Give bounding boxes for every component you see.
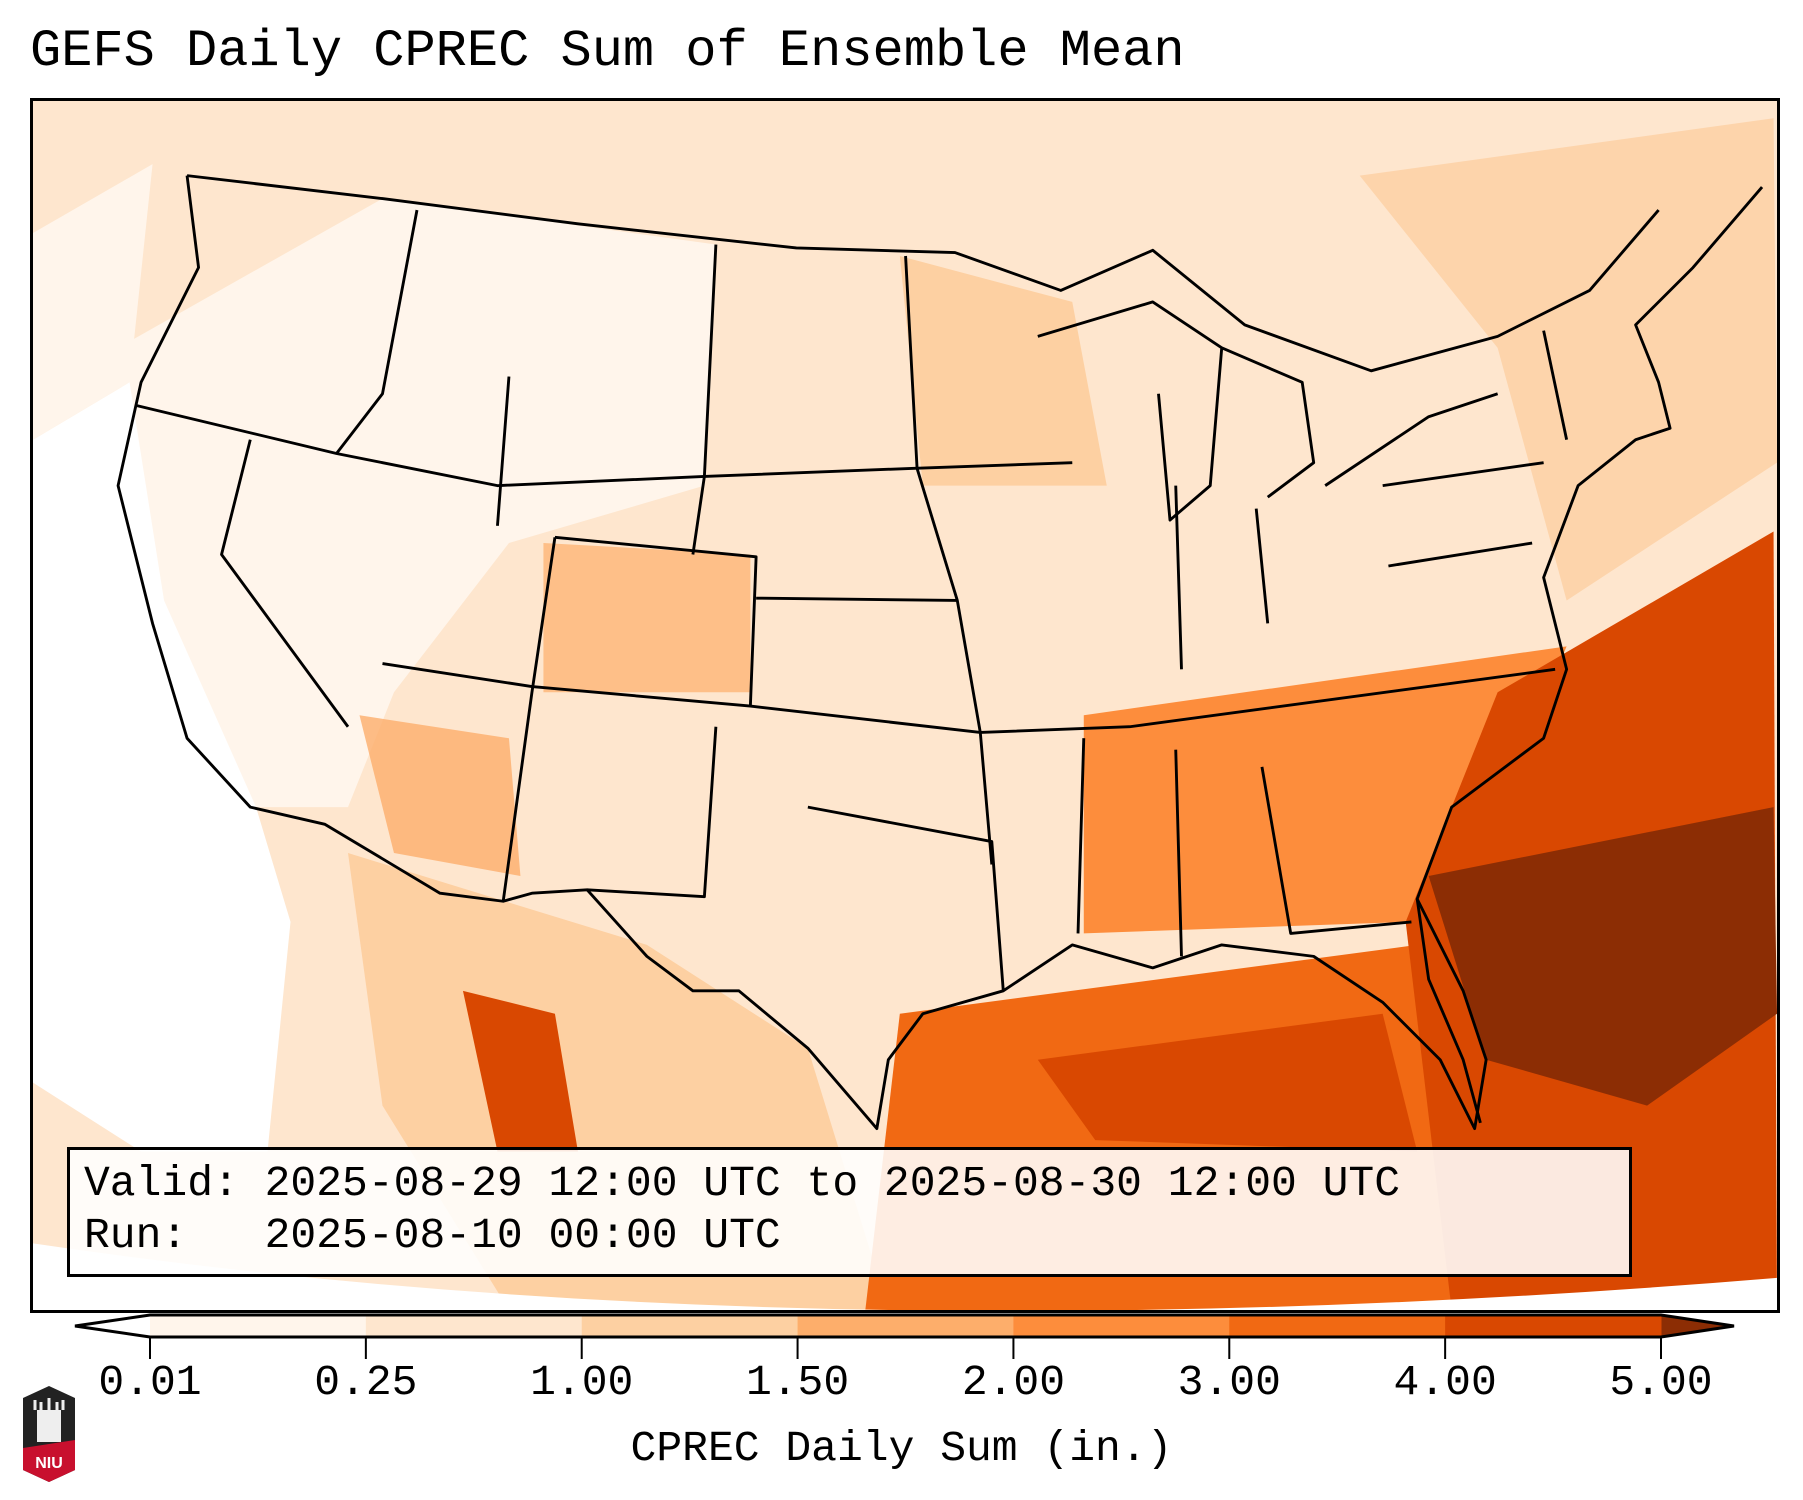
colorbar-tick-label: 0.01 [98, 1358, 202, 1407]
colorbar-label: CPREC Daily Sum (in.) [630, 1424, 1173, 1473]
state-line-42n [134, 403, 1073, 488]
colorbar-bin [365, 1315, 583, 1337]
field-gulf-dark [1037, 1013, 1418, 1152]
field-mexico-dark [462, 990, 578, 1152]
valid-time: Valid: 2025-08-29 12:00 UTC to 2025-08-3… [84, 1159, 1401, 1208]
us-coastline [116, 175, 1764, 1131]
colorbar-tick-label: 0.25 [314, 1358, 418, 1407]
svg-text:NIU: NIU [35, 1455, 63, 1472]
niu-logo: NIU [23, 1386, 75, 1482]
field-pacific-under [33, 382, 291, 1152]
state-line-tx-east [807, 805, 1005, 991]
state-line-midsouth [1076, 485, 1412, 957]
run-time: Run: 2025-08-10 00:00 UTC [84, 1211, 781, 1260]
colorbar-over-triangle [1661, 1315, 1734, 1337]
map-svg [33, 101, 1777, 1310]
colorbar-tick-label: 4.00 [1393, 1358, 1497, 1407]
colorbar-tick-label: 2.00 [961, 1358, 1066, 1407]
colorbar-tick-label: 3.00 [1177, 1358, 1281, 1407]
field-southwest-mid [359, 715, 521, 876]
state-line-northeast [1382, 330, 1569, 568]
colorbar-tick-label: 5.00 [1609, 1358, 1713, 1407]
florida [1415, 898, 1482, 1124]
field-pacific-light [33, 164, 153, 440]
valid-run-annotation: Valid: 2025-08-29 12:00 UTC to 2025-08-3… [67, 1147, 1632, 1277]
colorbar-bin [797, 1315, 1014, 1337]
great-lakes [1037, 300, 1499, 522]
field-out-of-domain [33, 1243, 1777, 1310]
colorbar-under-triangle [75, 1315, 150, 1337]
colorbar-tick-label: 1.50 [745, 1358, 850, 1407]
field-plains-mid [543, 543, 751, 693]
chart-title: GEFS Daily CPREC Sum of Ensemble Mean [30, 22, 1185, 81]
canada-border [186, 174, 1660, 373]
colorbar-tick-label: 1.00 [530, 1358, 634, 1407]
colorbar-bin [1229, 1315, 1446, 1337]
precip-map [30, 98, 1780, 1313]
state-line-co [554, 535, 758, 707]
state-boundaries [116, 174, 1764, 1131]
colorbar-bin [1445, 1315, 1662, 1337]
state-line-west [220, 209, 718, 902]
state-line-plains [756, 255, 994, 865]
state-line-37n [382, 662, 1556, 734]
field-west-light [118, 198, 716, 808]
colorbar-bin [581, 1315, 799, 1337]
state-line-ok-tx [587, 726, 718, 899]
colorbar-bin [150, 1315, 367, 1337]
field-atlantic-max [1428, 807, 1777, 1106]
colorbar-bin [1013, 1315, 1230, 1337]
field-northeast [1359, 118, 1777, 601]
field-midwest-mid [899, 256, 1107, 486]
colorbar [74, 1313, 1735, 1359]
